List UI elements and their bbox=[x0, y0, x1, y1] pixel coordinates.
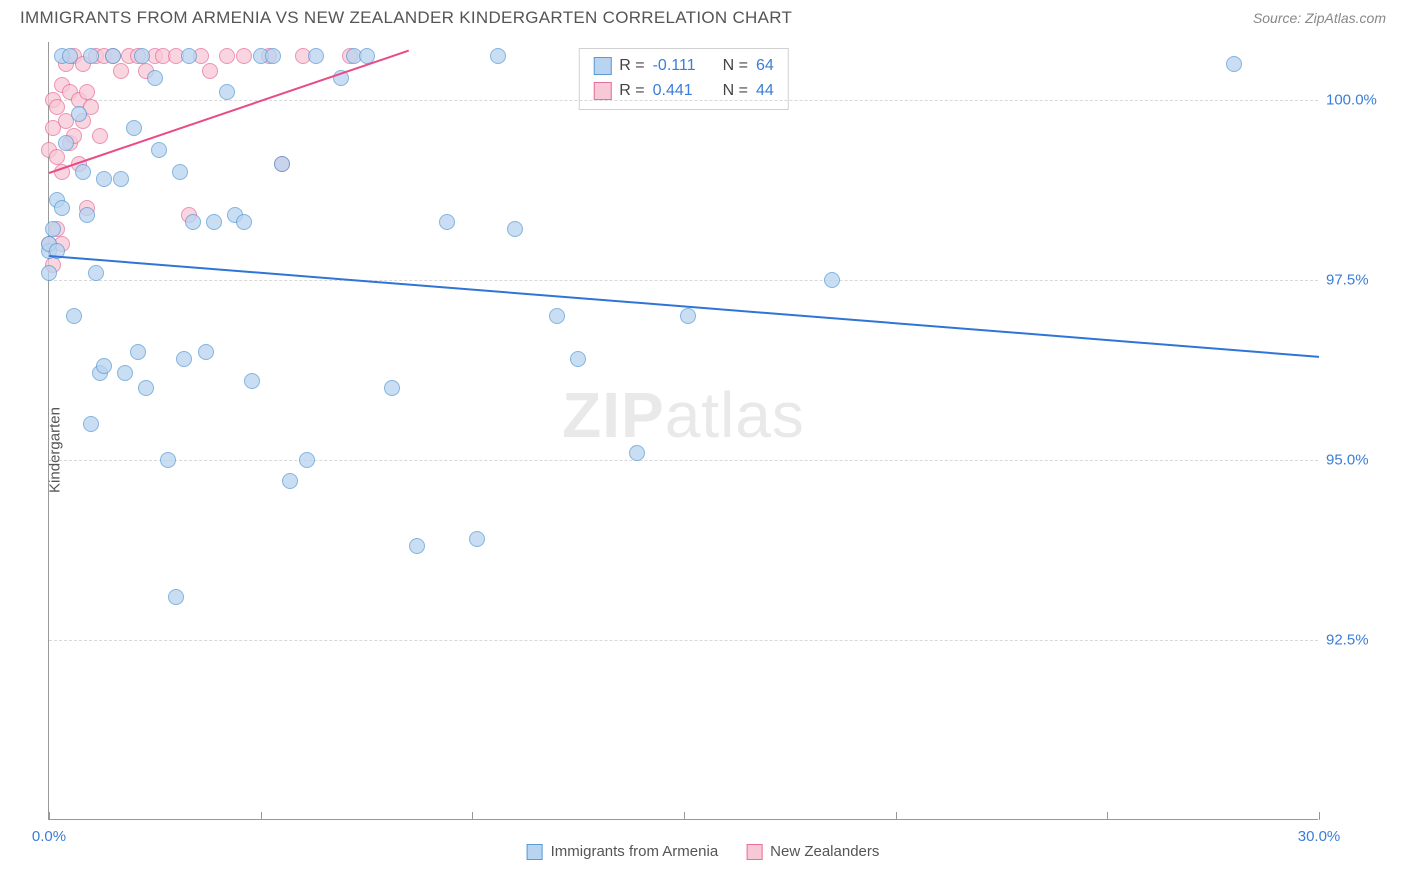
r-label: R = bbox=[619, 54, 644, 79]
legend-swatch bbox=[746, 844, 762, 860]
point-newzealand bbox=[49, 99, 65, 115]
point-armenia bbox=[384, 380, 400, 396]
point-newzealand bbox=[113, 63, 129, 79]
point-newzealand bbox=[202, 63, 218, 79]
point-armenia bbox=[198, 344, 214, 360]
point-armenia bbox=[206, 214, 222, 230]
legend-swatch bbox=[527, 844, 543, 860]
point-armenia bbox=[62, 48, 78, 64]
point-armenia bbox=[824, 272, 840, 288]
x-tick bbox=[896, 812, 897, 820]
point-armenia bbox=[126, 120, 142, 136]
gridline bbox=[49, 100, 1318, 101]
r-value: -0.111 bbox=[653, 54, 709, 79]
point-armenia bbox=[130, 344, 146, 360]
point-armenia bbox=[75, 164, 91, 180]
point-armenia bbox=[308, 48, 324, 64]
point-armenia bbox=[490, 48, 506, 64]
watermark: ZIPatlas bbox=[562, 378, 805, 452]
point-armenia bbox=[274, 156, 290, 172]
point-armenia bbox=[236, 214, 252, 230]
gridline bbox=[49, 640, 1318, 641]
legend-row: R = -0.111 N = 64 bbox=[593, 54, 773, 79]
point-armenia bbox=[83, 416, 99, 432]
x-tick bbox=[261, 812, 262, 820]
point-armenia bbox=[265, 48, 281, 64]
x-tick bbox=[684, 812, 685, 820]
point-armenia bbox=[507, 221, 523, 237]
point-armenia bbox=[1226, 56, 1242, 72]
y-tick-label: 100.0% bbox=[1326, 91, 1390, 108]
point-armenia bbox=[151, 142, 167, 158]
series-legend: Immigrants from Armenia New Zealanders bbox=[527, 843, 880, 860]
point-armenia bbox=[96, 358, 112, 374]
chart-title: IMMIGRANTS FROM ARMENIA VS NEW ZEALANDER… bbox=[20, 8, 792, 28]
point-armenia bbox=[181, 48, 197, 64]
point-armenia bbox=[282, 473, 298, 489]
y-tick-label: 97.5% bbox=[1326, 271, 1390, 288]
point-newzealand bbox=[236, 48, 252, 64]
n-label: N = bbox=[723, 54, 748, 79]
point-armenia bbox=[168, 589, 184, 605]
legend-swatch bbox=[593, 57, 611, 75]
point-armenia bbox=[88, 265, 104, 281]
chart-header: IMMIGRANTS FROM ARMENIA VS NEW ZEALANDER… bbox=[0, 0, 1406, 30]
point-armenia bbox=[66, 308, 82, 324]
x-tick bbox=[1319, 812, 1320, 820]
point-armenia bbox=[134, 48, 150, 64]
point-armenia bbox=[680, 308, 696, 324]
point-armenia bbox=[105, 48, 121, 64]
point-armenia bbox=[299, 452, 315, 468]
point-armenia bbox=[469, 531, 485, 547]
legend-item: New Zealanders bbox=[746, 843, 879, 860]
point-armenia bbox=[54, 200, 70, 216]
x-tick bbox=[49, 812, 50, 820]
point-armenia bbox=[41, 265, 57, 281]
x-tick bbox=[472, 812, 473, 820]
gridline bbox=[49, 460, 1318, 461]
point-armenia bbox=[219, 84, 235, 100]
point-armenia bbox=[160, 452, 176, 468]
point-armenia bbox=[45, 221, 61, 237]
point-armenia bbox=[176, 351, 192, 367]
point-newzealand bbox=[92, 128, 108, 144]
legend-label: New Zealanders bbox=[770, 843, 879, 860]
x-tick-label: 0.0% bbox=[32, 828, 66, 845]
point-armenia bbox=[629, 445, 645, 461]
point-armenia bbox=[113, 171, 129, 187]
point-armenia bbox=[570, 351, 586, 367]
legend-item: Immigrants from Armenia bbox=[527, 843, 719, 860]
chart-container: Kindergarten ZIPatlas R =-0.111N =64R =0… bbox=[0, 30, 1406, 870]
chart-source: Source: ZipAtlas.com bbox=[1253, 10, 1386, 26]
point-armenia bbox=[58, 135, 74, 151]
point-armenia bbox=[439, 214, 455, 230]
plot-area: ZIPatlas R =-0.111N =64R =0.441N =44 92.… bbox=[48, 42, 1318, 820]
point-armenia bbox=[79, 207, 95, 223]
y-tick-label: 92.5% bbox=[1326, 631, 1390, 648]
point-armenia bbox=[172, 164, 188, 180]
point-armenia bbox=[117, 365, 133, 381]
point-armenia bbox=[83, 48, 99, 64]
watermark-atlas: atlas bbox=[665, 379, 805, 451]
gridline bbox=[49, 280, 1318, 281]
point-newzealand bbox=[219, 48, 235, 64]
watermark-zip: ZIP bbox=[562, 379, 665, 451]
point-armenia bbox=[409, 538, 425, 554]
trendline-newzealand bbox=[49, 49, 409, 173]
x-tick bbox=[1107, 812, 1108, 820]
point-armenia bbox=[96, 171, 112, 187]
trendline-armenia bbox=[49, 255, 1319, 358]
point-armenia bbox=[147, 70, 163, 86]
point-armenia bbox=[71, 106, 87, 122]
point-armenia bbox=[185, 214, 201, 230]
legend-swatch bbox=[593, 82, 611, 100]
point-armenia bbox=[549, 308, 565, 324]
y-tick-label: 95.0% bbox=[1326, 451, 1390, 468]
x-tick-label: 30.0% bbox=[1298, 828, 1341, 845]
legend-label: Immigrants from Armenia bbox=[551, 843, 719, 860]
point-armenia bbox=[138, 380, 154, 396]
n-value: 64 bbox=[756, 54, 774, 79]
point-armenia bbox=[244, 373, 260, 389]
